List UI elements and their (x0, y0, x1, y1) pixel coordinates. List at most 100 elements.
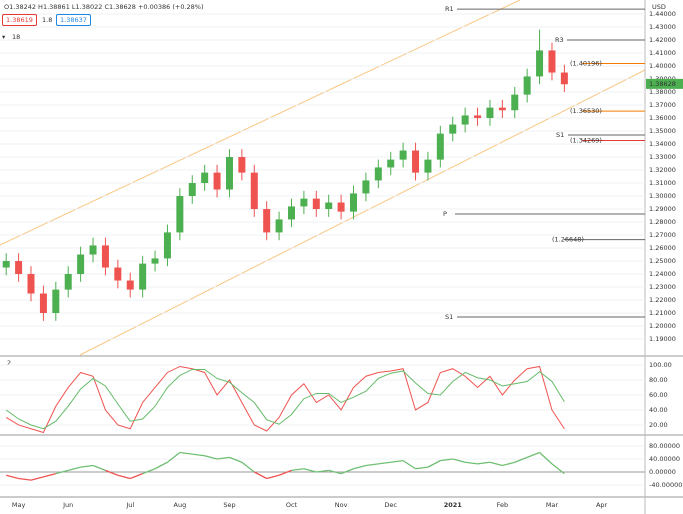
y-tick-label: 1.19000 (649, 335, 676, 343)
x-tick-label: Jul (125, 501, 134, 509)
y-tick-label: 80.00000 (649, 442, 680, 450)
candle-body (2, 261, 10, 268)
candle-body (399, 150, 407, 160)
oscillator-segment (477, 461, 491, 465)
y-tick-label: 1.44000 (649, 10, 676, 18)
x-tick-label: Dec (384, 501, 397, 509)
y-tick-label: 1.20000 (649, 322, 676, 330)
oscillator-segment (43, 473, 56, 478)
pivot-label: S1 (445, 313, 453, 321)
oscillator-segment (303, 468, 317, 473)
oscillator-segment (365, 463, 379, 467)
last-price-label: 1.38628 (649, 80, 676, 88)
pivot-label: R1 (445, 5, 454, 13)
oscillator-segment (427, 460, 441, 468)
pivot-label: P (443, 210, 447, 218)
indicator-line (5, 365, 565, 434)
x-tick-label: Nov (335, 501, 348, 509)
x-tick-label: 2021 (444, 501, 463, 509)
oscillator-segment (30, 476, 44, 481)
candle-body (151, 258, 159, 264)
candle-body (412, 150, 420, 173)
oscillator-segment (465, 461, 478, 465)
oscillator-segment (489, 461, 503, 467)
candle-body (201, 172, 209, 184)
y-tick-label: 1.27000 (649, 231, 676, 239)
oscillator-segment (192, 453, 205, 457)
x-tick-label: Feb (497, 501, 509, 509)
x-tick-label: Aug (174, 501, 187, 509)
oscillator-segment (452, 458, 466, 463)
bid-button[interactable]: 1.38619 (2, 14, 37, 26)
candle-body (225, 157, 233, 190)
channel-upper (0, 0, 521, 246)
candle-body (126, 280, 134, 290)
ohlc-legend: O1.38242 H1.38861 L1.38022 C1.38628 +0.0… (4, 3, 204, 11)
candle-body (163, 232, 171, 259)
spread: 1.8 (42, 16, 53, 24)
candle-body (114, 267, 122, 281)
candle-body (424, 159, 432, 173)
candle-body (176, 196, 184, 233)
y-tick-label: 1.38000 (649, 88, 676, 96)
candle-body (498, 107, 506, 111)
oscillator-segment (179, 451, 193, 455)
candle-body (300, 198, 308, 207)
oscillator-segment (229, 456, 243, 463)
oscillator-segment (291, 468, 304, 472)
indicator-line (5, 368, 565, 430)
oscillator-segment (390, 459, 404, 463)
y-tick-label: 1.23000 (649, 283, 676, 291)
oscillator-segment (204, 455, 218, 460)
candle-body (436, 133, 444, 160)
oscillator-segment (92, 464, 106, 471)
oscillator-segment (440, 458, 453, 462)
oscillator-segment (551, 463, 565, 475)
oscillator-segment (216, 456, 230, 460)
y-tick-label: 1.24000 (649, 270, 676, 278)
oscillator-segment (253, 471, 267, 480)
oscillator-segment (328, 469, 342, 475)
y-tick-label: 1.22000 (649, 296, 676, 304)
y-tick-label: 20.00 (649, 421, 668, 429)
oscillator-segment (316, 469, 329, 473)
candle-body (275, 219, 283, 233)
y-tick-label: 1.26000 (649, 244, 676, 252)
candle-body (15, 261, 23, 275)
candle-body (387, 159, 395, 168)
oscillator-segment (80, 464, 94, 468)
oscillator-segment (154, 461, 168, 470)
candle-body (548, 50, 556, 73)
y-tick-label: 1.29000 (649, 205, 676, 213)
y-tick-label: 1.40000 (649, 62, 676, 70)
candle-body (27, 274, 35, 294)
oscillator-segment (402, 460, 416, 470)
oscillator-segment (415, 466, 429, 470)
oscillator-segment (68, 466, 81, 472)
candle-body (52, 289, 60, 314)
candle-body (64, 274, 72, 290)
y-tick-label: 1.37000 (649, 101, 676, 109)
candle-body (89, 245, 97, 255)
oscillator-segment (142, 468, 156, 475)
candle-body (101, 245, 109, 268)
eye-icon[interactable]: ▾ (2, 33, 6, 41)
y-tick-label: 1.41000 (649, 49, 676, 57)
candle-body (325, 202, 333, 210)
oscillator-segment (353, 464, 367, 470)
y-tick-label: 1.21000 (649, 309, 676, 317)
candle-body (250, 172, 258, 210)
last-price-box (646, 78, 683, 89)
y-tick-label: 1.35000 (649, 127, 676, 135)
x-tick-label: Oct (286, 501, 298, 509)
y-tick-label: 1.43000 (649, 23, 676, 31)
ask-button[interactable]: 1.38637 (56, 14, 91, 26)
y-tick-label: 100.00 (649, 361, 672, 369)
oscillator-segment (55, 469, 69, 475)
pivot-label: R3 (555, 36, 564, 44)
y-tick-label: 1.36000 (649, 114, 676, 122)
oscillator-segment (130, 473, 143, 480)
candle-body (486, 107, 494, 119)
pivot-label: S1 (556, 131, 564, 139)
